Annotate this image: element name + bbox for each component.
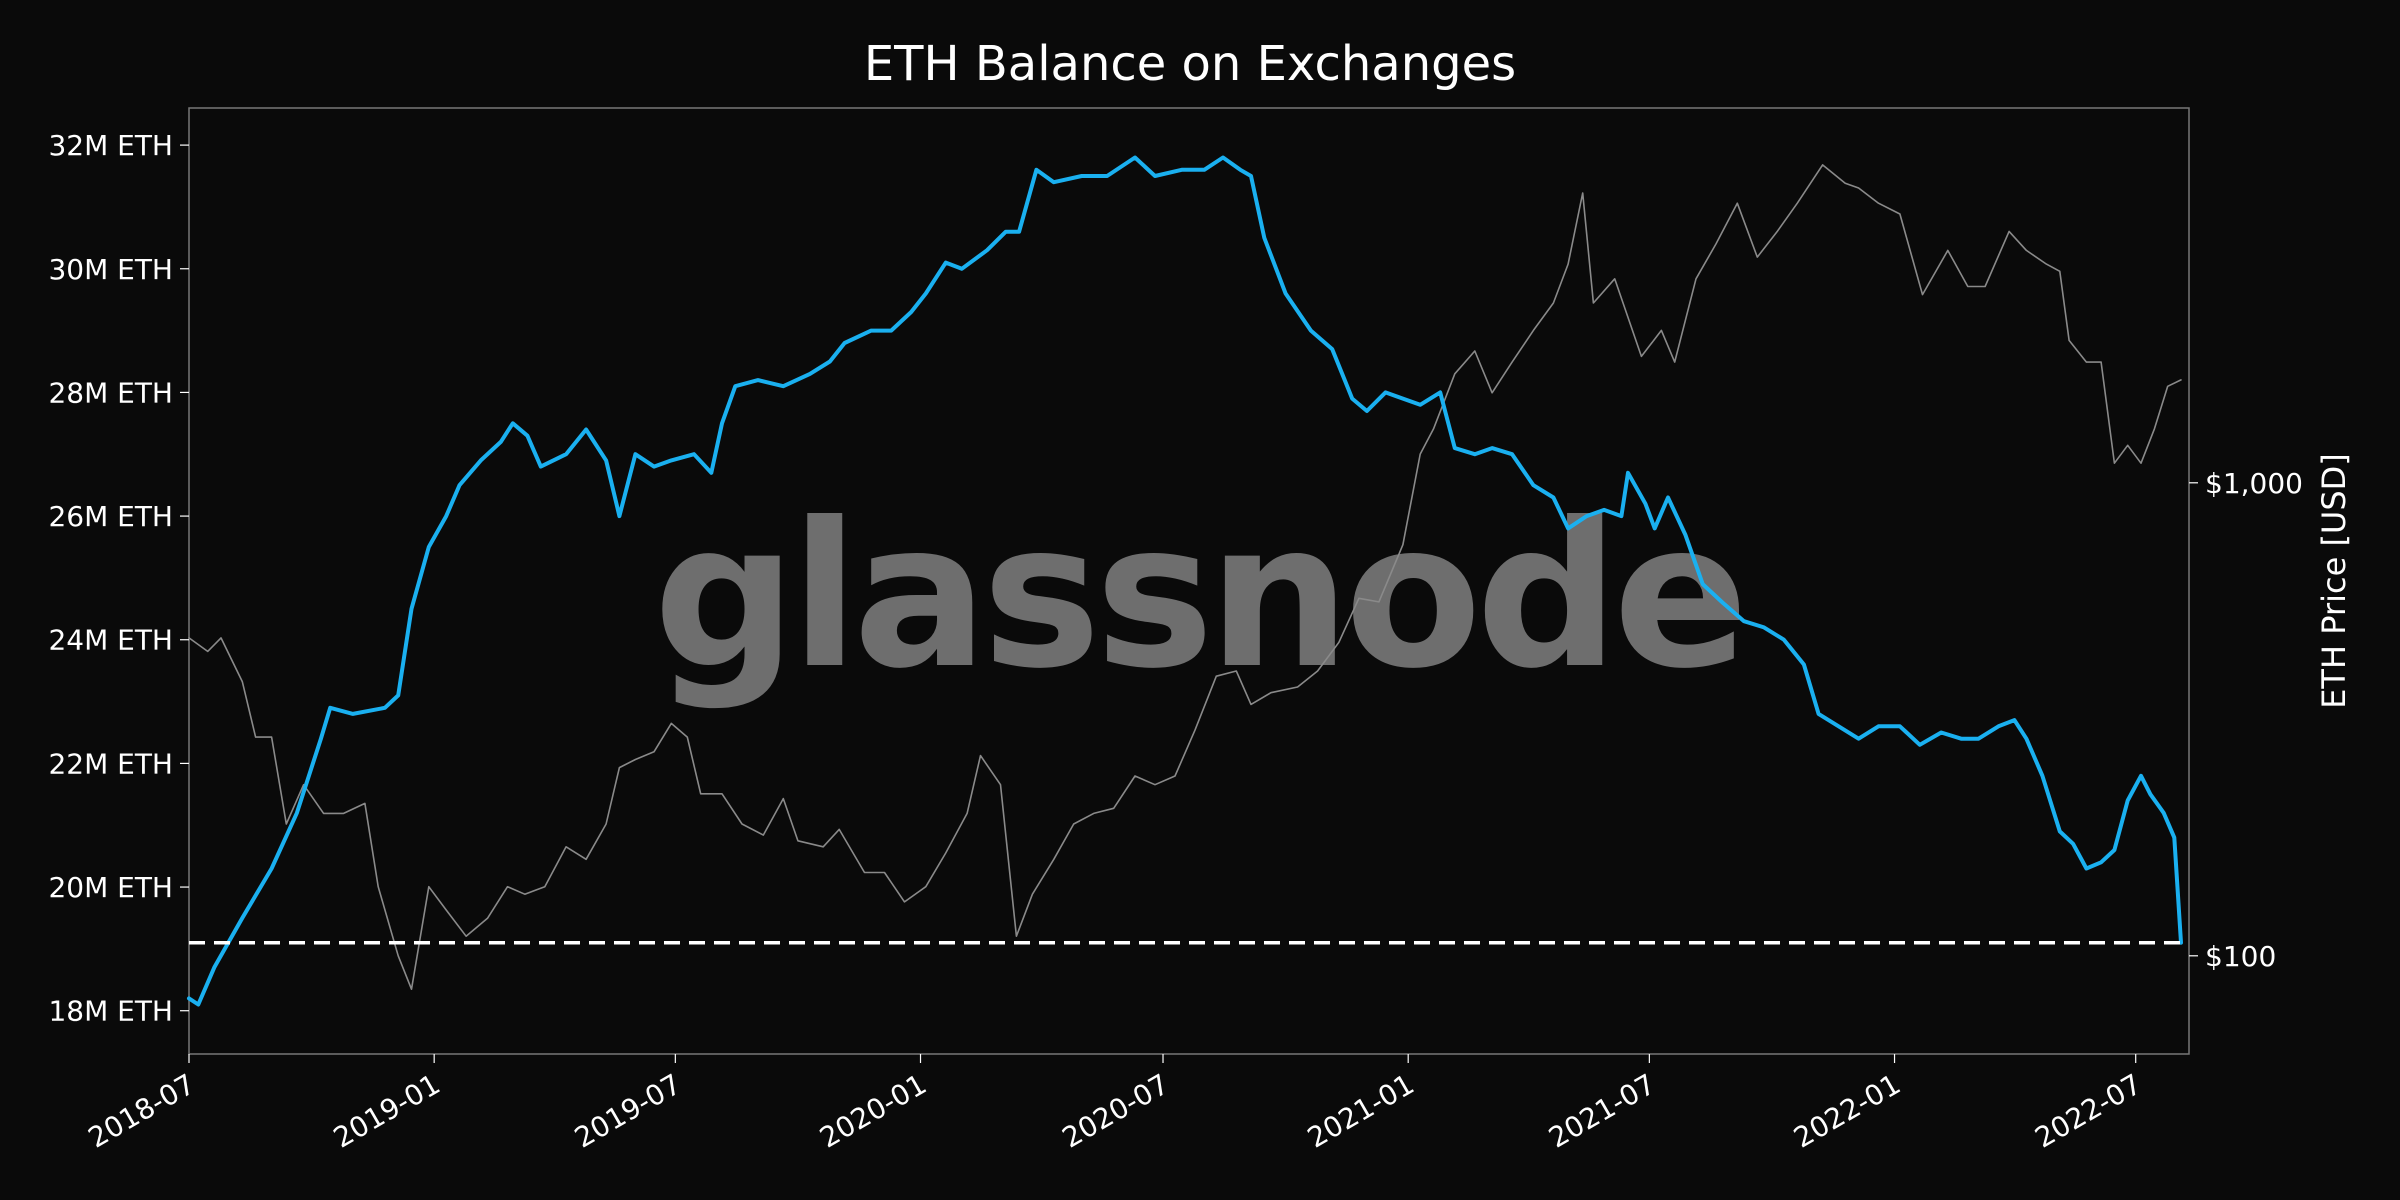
x-tick-label: 2022-07 (2029, 1067, 2147, 1154)
x-tick-label: 2021-07 (1543, 1067, 1661, 1154)
balance-series (187, 155, 2183, 1007)
left-tick-label: 30M ETH (48, 253, 173, 286)
left-axis-ticks: 18M ETH 20M ETH 22M ETH 24M ETH 26M ETH 28M E… (48, 129, 189, 1028)
x-tick-label: 2022-01 (1788, 1067, 1906, 1154)
right-axis-label: ETH Price [USD] (2315, 453, 2353, 709)
left-tick-label: 22M ETH (48, 747, 173, 780)
left-tick-label: 24M ETH (48, 624, 173, 657)
x-tick-label: 2019-07 (569, 1067, 687, 1154)
right-tick-label: $100 (2205, 940, 2276, 973)
x-tick-label: 2020-01 (814, 1067, 932, 1154)
chart-title: ETH Balance on Exchanges (864, 36, 1516, 92)
right-tick-label: $1,000 (2205, 467, 2303, 500)
x-tick-label: 2019-01 (328, 1067, 446, 1154)
price-line (188, 164, 2182, 990)
plot-area (188, 107, 2190, 1055)
left-tick-label: 28M ETH (48, 376, 173, 409)
left-tick-label: 26M ETH (48, 500, 173, 533)
x-axis-ticks: 2018-07 2019-01 2019-07 2020-01 2020-07 2021-… (83, 1054, 2147, 1155)
left-tick-label: 18M ETH (48, 995, 173, 1028)
watermark-logo: glassnode (653, 480, 1742, 713)
balance-line (187, 155, 2183, 1007)
x-tick-label: 2020-07 (1057, 1067, 1175, 1154)
x-tick-label: 2018-07 (83, 1067, 201, 1154)
right-axis-ticks: $100 $1,000 (2189, 467, 2303, 973)
left-tick-label: 32M ETH (48, 129, 173, 162)
price-series (188, 164, 2182, 990)
x-tick-label: 2021-01 (1302, 1067, 1420, 1154)
left-tick-label: 20M ETH (48, 871, 173, 904)
